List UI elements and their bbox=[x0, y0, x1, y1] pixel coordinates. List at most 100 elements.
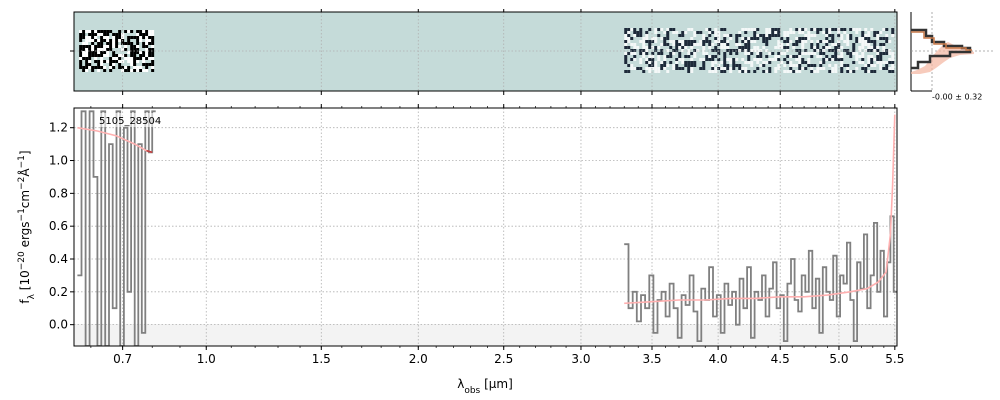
spectrum-2d-grid bbox=[74, 12, 897, 91]
spectrum-pixel bbox=[79, 66, 83, 69]
spectrum-pixel bbox=[699, 67, 703, 70]
spectrum-pixel bbox=[145, 36, 149, 39]
spectrum-pixel bbox=[91, 36, 95, 39]
spectrum-pixel bbox=[675, 61, 679, 64]
spectrum-pixel bbox=[666, 31, 670, 34]
spectrum-pixel bbox=[145, 69, 149, 72]
spectrum-pixel bbox=[687, 49, 691, 52]
spectrum-pixel bbox=[91, 51, 95, 54]
spectrum-pixel bbox=[663, 31, 667, 34]
spectrum-pixel bbox=[657, 52, 661, 55]
spectrum-pixel bbox=[789, 61, 793, 64]
spectrum-pixel bbox=[879, 43, 883, 46]
spectrum-pixel bbox=[136, 48, 140, 51]
spectrum-pixel bbox=[79, 30, 83, 33]
spectrum-pixel bbox=[861, 31, 865, 34]
spectrum-pixel bbox=[151, 36, 155, 39]
spectrum-pixel bbox=[795, 43, 799, 46]
spectrum-pixel bbox=[789, 31, 793, 34]
spectrum-pixel bbox=[861, 40, 865, 43]
spectrum-pixel bbox=[867, 40, 871, 43]
spectrum-pixel bbox=[723, 46, 727, 49]
spectrum-pixel bbox=[741, 67, 745, 70]
spectrum-pixel bbox=[834, 67, 838, 70]
spectrum-pixel bbox=[115, 36, 119, 39]
spectrum-pixel bbox=[133, 45, 137, 48]
spectrum-pixel bbox=[777, 58, 781, 61]
spectrum-pixel bbox=[645, 52, 649, 55]
x-tick-label: 0.7 bbox=[113, 352, 132, 366]
spectrum-pixel bbox=[100, 60, 104, 63]
y-label-part: f bbox=[18, 299, 32, 304]
spectrum-pixel bbox=[783, 64, 787, 67]
spectrum-pixel bbox=[627, 70, 631, 73]
spectrum-pixel bbox=[657, 46, 661, 49]
spectrum-pixel bbox=[747, 28, 751, 31]
spectrum-pixel bbox=[798, 67, 802, 70]
spectrum-pixel bbox=[690, 28, 694, 31]
spectrum-pixel bbox=[756, 46, 760, 49]
spectrum-pixel bbox=[795, 64, 799, 67]
spectrum-pixel bbox=[771, 52, 775, 55]
spectrum-pixel bbox=[891, 58, 895, 61]
spectrum-pixel bbox=[768, 67, 772, 70]
spectrum-pixel bbox=[801, 31, 805, 34]
spectrum-pixel bbox=[79, 45, 83, 48]
spectrum-pixel bbox=[714, 37, 718, 40]
spectrum-pixel bbox=[708, 43, 712, 46]
spectrum-pixel bbox=[888, 58, 892, 61]
spectrum-pixel bbox=[714, 31, 718, 34]
spectrum-pixel bbox=[693, 31, 697, 34]
spectrum-pixel bbox=[130, 48, 134, 51]
zero-band bbox=[74, 324, 897, 346]
spectrum-pixel bbox=[645, 58, 649, 61]
spectrum-pixel bbox=[867, 64, 871, 67]
spectrum-pixel bbox=[795, 37, 799, 40]
spectrum-pixel bbox=[870, 28, 874, 31]
x-tick-label: 1.5 bbox=[312, 352, 331, 366]
spectrum-pixel bbox=[693, 61, 697, 64]
spectrum-pixel bbox=[714, 55, 718, 58]
model-trace-dark bbox=[146, 149, 153, 154]
spectrum-pixel bbox=[798, 52, 802, 55]
x-axis-label: λobs [μm] bbox=[457, 377, 513, 396]
spectrum-pixel bbox=[136, 66, 140, 69]
spectrum-pixel bbox=[624, 58, 628, 61]
spectrum-pixel bbox=[840, 64, 844, 67]
spectrum-pixel bbox=[121, 69, 125, 72]
main-frame bbox=[73, 107, 898, 347]
spectrum-pixel bbox=[660, 49, 664, 52]
spectrum-pixel bbox=[666, 37, 670, 40]
spectrum-pixel bbox=[633, 46, 637, 49]
spectrum-pixel bbox=[798, 28, 802, 31]
spectrum-pixel bbox=[867, 37, 871, 40]
spectrum-pixel bbox=[85, 54, 89, 57]
spectrum-pixel bbox=[97, 51, 101, 54]
spectrum-pixel bbox=[888, 70, 892, 73]
spectrum-pixel bbox=[870, 70, 874, 73]
spectrum-pixel bbox=[109, 60, 113, 63]
x-label-unit: [μm] bbox=[480, 377, 513, 391]
spectrum-pixel bbox=[639, 40, 643, 43]
spectrum-pixel bbox=[846, 67, 850, 70]
spectrum-pixel bbox=[744, 70, 748, 73]
spectrum-pixel bbox=[651, 67, 655, 70]
spectrum-pixel bbox=[858, 55, 862, 58]
spectrum-pixel bbox=[118, 63, 122, 66]
spectrum-pixel bbox=[768, 58, 772, 61]
spectrum-pixel bbox=[876, 46, 880, 49]
spectrum-pixel bbox=[870, 46, 874, 49]
spectrum-pixel bbox=[837, 31, 841, 34]
spectrum-pixel bbox=[828, 64, 832, 67]
spectrum-pixel bbox=[678, 58, 682, 61]
spectrum-pixel bbox=[708, 34, 712, 37]
spectrum-pixel bbox=[876, 34, 880, 37]
y-tick-labels: 0.0 0.2 0.4 0.6 0.8 1.0 1.2 bbox=[49, 121, 68, 332]
y-label-part: cm bbox=[18, 190, 32, 208]
spectrum-pixel bbox=[636, 46, 640, 49]
spectrum-pixel bbox=[711, 55, 715, 58]
spectrum-pixel bbox=[732, 61, 736, 64]
spectrum-pixel bbox=[687, 40, 691, 43]
spectrum-pixel bbox=[771, 28, 775, 31]
spectrum-pixel bbox=[702, 49, 706, 52]
